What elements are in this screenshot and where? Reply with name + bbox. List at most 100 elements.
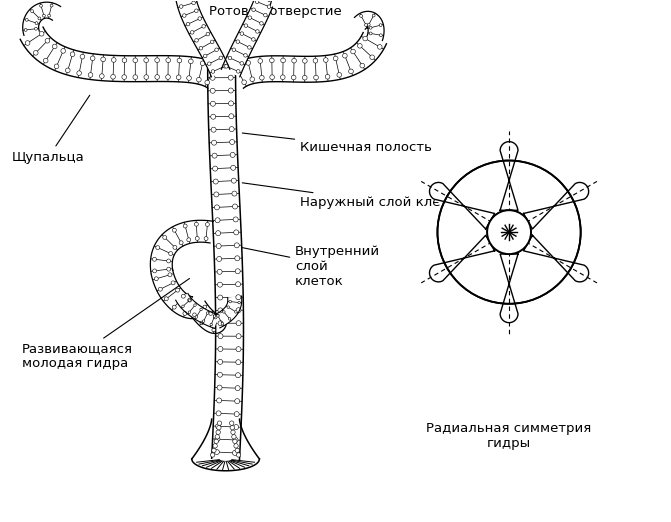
Polygon shape bbox=[23, 2, 60, 35]
Circle shape bbox=[252, 8, 256, 11]
Circle shape bbox=[227, 306, 229, 309]
Circle shape bbox=[215, 436, 220, 442]
Circle shape bbox=[232, 450, 238, 455]
Circle shape bbox=[240, 32, 244, 35]
Circle shape bbox=[379, 23, 382, 27]
Circle shape bbox=[25, 18, 28, 21]
Circle shape bbox=[363, 36, 368, 41]
Circle shape bbox=[203, 305, 207, 309]
Circle shape bbox=[210, 323, 213, 326]
Circle shape bbox=[236, 453, 241, 457]
Circle shape bbox=[255, 0, 259, 4]
Circle shape bbox=[40, 4, 42, 7]
Circle shape bbox=[213, 179, 218, 184]
Circle shape bbox=[223, 311, 225, 313]
Circle shape bbox=[217, 372, 222, 377]
Circle shape bbox=[256, 30, 259, 33]
Circle shape bbox=[487, 210, 531, 254]
Circle shape bbox=[200, 308, 203, 311]
Circle shape bbox=[187, 76, 191, 80]
Circle shape bbox=[236, 373, 240, 378]
Circle shape bbox=[201, 61, 205, 66]
Circle shape bbox=[216, 430, 220, 434]
Circle shape bbox=[231, 178, 236, 183]
Polygon shape bbox=[189, 301, 227, 334]
Polygon shape bbox=[434, 235, 495, 281]
Circle shape bbox=[88, 73, 93, 77]
Circle shape bbox=[211, 140, 217, 145]
Circle shape bbox=[214, 439, 219, 444]
Circle shape bbox=[235, 399, 240, 404]
Circle shape bbox=[234, 243, 240, 248]
Circle shape bbox=[99, 74, 104, 78]
Circle shape bbox=[233, 217, 238, 222]
Circle shape bbox=[233, 204, 238, 209]
Circle shape bbox=[238, 301, 240, 304]
Circle shape bbox=[213, 65, 217, 70]
Circle shape bbox=[370, 55, 374, 60]
Circle shape bbox=[229, 114, 234, 119]
Circle shape bbox=[234, 411, 239, 417]
Circle shape bbox=[133, 58, 138, 63]
Polygon shape bbox=[354, 11, 384, 40]
Circle shape bbox=[183, 14, 186, 17]
Circle shape bbox=[268, 0, 270, 2]
Circle shape bbox=[217, 421, 221, 425]
Circle shape bbox=[211, 70, 215, 73]
Circle shape bbox=[291, 75, 296, 80]
Circle shape bbox=[187, 22, 190, 26]
Circle shape bbox=[45, 39, 50, 43]
Circle shape bbox=[211, 127, 216, 132]
Circle shape bbox=[164, 297, 168, 301]
Circle shape bbox=[372, 14, 375, 17]
Circle shape bbox=[235, 256, 240, 261]
Circle shape bbox=[244, 54, 248, 57]
Circle shape bbox=[155, 75, 160, 79]
Circle shape bbox=[205, 222, 209, 227]
Polygon shape bbox=[429, 235, 495, 282]
Circle shape bbox=[54, 64, 59, 69]
Circle shape bbox=[209, 312, 213, 315]
Circle shape bbox=[235, 386, 240, 390]
Polygon shape bbox=[151, 269, 201, 318]
Circle shape bbox=[242, 80, 246, 85]
Circle shape bbox=[199, 46, 203, 50]
Circle shape bbox=[44, 58, 48, 63]
Circle shape bbox=[233, 437, 238, 443]
Circle shape bbox=[215, 205, 219, 210]
Circle shape bbox=[144, 58, 148, 63]
Circle shape bbox=[211, 40, 214, 44]
Text: Щупальца: Щупальца bbox=[11, 95, 90, 164]
Circle shape bbox=[197, 77, 201, 82]
Circle shape bbox=[202, 25, 205, 28]
Circle shape bbox=[270, 58, 274, 63]
Circle shape bbox=[252, 38, 255, 41]
Circle shape bbox=[236, 282, 241, 287]
Circle shape bbox=[176, 75, 181, 80]
Circle shape bbox=[337, 73, 342, 77]
Circle shape bbox=[246, 61, 250, 65]
Circle shape bbox=[351, 49, 356, 54]
Text: Развивающаяся
молодая гидра: Развивающаяся молодая гидра bbox=[21, 279, 189, 371]
Circle shape bbox=[235, 448, 240, 453]
Circle shape bbox=[248, 16, 252, 19]
Circle shape bbox=[325, 75, 330, 79]
Circle shape bbox=[171, 281, 175, 285]
Circle shape bbox=[236, 347, 241, 352]
Circle shape bbox=[188, 298, 192, 302]
Circle shape bbox=[187, 238, 191, 242]
Circle shape bbox=[303, 75, 307, 80]
Circle shape bbox=[206, 32, 209, 36]
Circle shape bbox=[260, 21, 263, 25]
Circle shape bbox=[258, 58, 262, 63]
Circle shape bbox=[122, 58, 127, 63]
Polygon shape bbox=[245, 0, 272, 6]
Circle shape bbox=[52, 44, 57, 49]
Circle shape bbox=[233, 439, 237, 444]
Circle shape bbox=[225, 65, 228, 68]
Text: Ротовое отверстие: Ротовое отверстие bbox=[209, 5, 342, 49]
Circle shape bbox=[248, 45, 251, 49]
Circle shape bbox=[195, 9, 198, 13]
Circle shape bbox=[38, 17, 41, 20]
Circle shape bbox=[219, 56, 223, 60]
